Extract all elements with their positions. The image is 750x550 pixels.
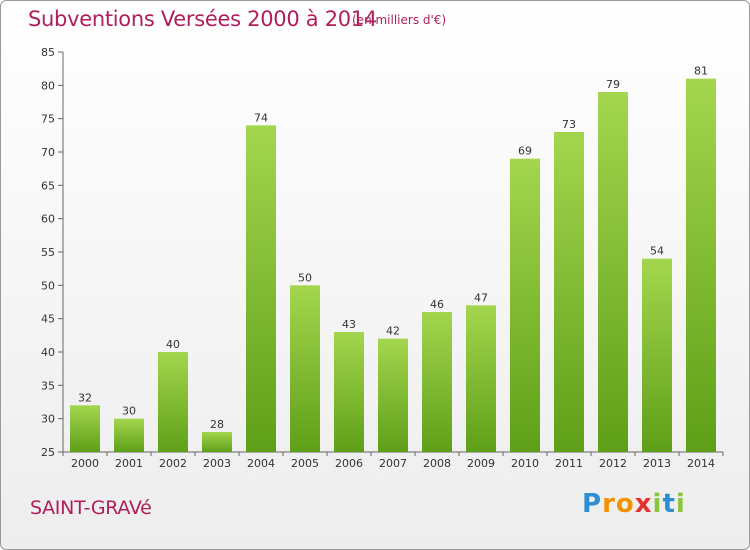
- y-tick-label: 50: [41, 279, 55, 292]
- bar-value-label: 30: [122, 405, 136, 418]
- bar-value-label: 46: [430, 298, 444, 311]
- bar: [510, 158, 540, 452]
- bar-value-label: 28: [210, 418, 224, 431]
- x-axis: 2000 2001 2002 2003 2004 2005 2006 2007 2008 2009…: [62, 451, 724, 470]
- chart-title: Subventions Versées 2000 à 2014: [28, 7, 377, 31]
- y-tick-label: 85: [41, 46, 55, 59]
- bar: [378, 338, 408, 452]
- bar: [686, 78, 716, 453]
- bar-value-label: 50: [298, 271, 312, 284]
- x-tick-label: 2012: [599, 457, 627, 470]
- y-tick-label: 60: [41, 213, 55, 226]
- bar: [422, 312, 452, 452]
- bars: 32 30 40 28 74 50 43 42 46 47 69 73 79 54 81: [70, 65, 716, 453]
- y-tick-label: 30: [41, 413, 55, 426]
- bar-value-label: 54: [650, 245, 664, 258]
- commune-name: SAINT-GRAVé: [30, 497, 152, 519]
- x-tick-label: 2003: [203, 457, 231, 470]
- bar-value-label: 43: [342, 318, 356, 331]
- bar-value-label: 79: [606, 78, 620, 91]
- bar-value-label: 47: [474, 291, 488, 304]
- x-tick-label: 2006: [335, 457, 363, 470]
- logo-letter: P: [582, 489, 603, 519]
- bar: [334, 332, 364, 452]
- bar: [598, 92, 628, 452]
- x-tick-label: 2011: [555, 457, 583, 470]
- bar: [158, 352, 188, 452]
- x-tick-label: 2005: [291, 457, 319, 470]
- y-tick-label: 75: [41, 113, 55, 126]
- logo-letter: r: [602, 489, 616, 519]
- logo-letter: t: [662, 489, 676, 519]
- logo-letter: x: [634, 489, 653, 519]
- bar-value-label: 40: [166, 338, 180, 351]
- y-tick-label: 65: [41, 179, 55, 192]
- x-tick-label: 2010: [511, 457, 539, 470]
- logo-letter: i: [675, 489, 686, 519]
- bar-value-label: 32: [78, 391, 92, 404]
- y-tick-label: 35: [41, 379, 55, 392]
- x-tick-label: 2004: [247, 457, 275, 470]
- bar-value-label: 42: [386, 325, 400, 338]
- y-tick-label: 45: [41, 313, 55, 326]
- chart-subtitle: (en milliers d'€): [352, 13, 447, 27]
- logo-letter: o: [615, 489, 635, 519]
- bar: [642, 258, 672, 452]
- x-tick-label: 2007: [379, 457, 407, 470]
- y-tick-label: 55: [41, 246, 55, 259]
- bar: [246, 125, 276, 452]
- bar-value-label: 74: [254, 111, 268, 124]
- y-tick-label: 25: [41, 446, 55, 459]
- y-tick-label: 80: [41, 79, 55, 92]
- proxiti-logo: Proxiti: [582, 489, 686, 519]
- bar: [70, 405, 100, 452]
- bar-value-label: 81: [694, 65, 708, 78]
- bar: [290, 285, 320, 452]
- y-axis: 25 30 35 40 45 50 55 60 65 70 75 80 85: [41, 46, 64, 459]
- x-tick-label: 2001: [115, 457, 143, 470]
- x-tick-label: 2002: [159, 457, 187, 470]
- bar-value-label: 73: [562, 118, 576, 131]
- x-tick-label: 2013: [643, 457, 671, 470]
- bar: [202, 432, 232, 452]
- bar: [554, 132, 584, 452]
- logo-letter: i: [652, 489, 663, 519]
- bar: [114, 418, 144, 452]
- x-tick-label: 2008: [423, 457, 451, 470]
- y-tick-label: 40: [41, 346, 55, 359]
- x-tick-label: 2000: [71, 457, 99, 470]
- bar: [466, 305, 496, 452]
- y-tick-label: 70: [41, 146, 55, 159]
- bar-value-label: 69: [518, 145, 532, 158]
- x-tick-label: 2014: [687, 457, 715, 470]
- x-tick-label: 2009: [467, 457, 495, 470]
